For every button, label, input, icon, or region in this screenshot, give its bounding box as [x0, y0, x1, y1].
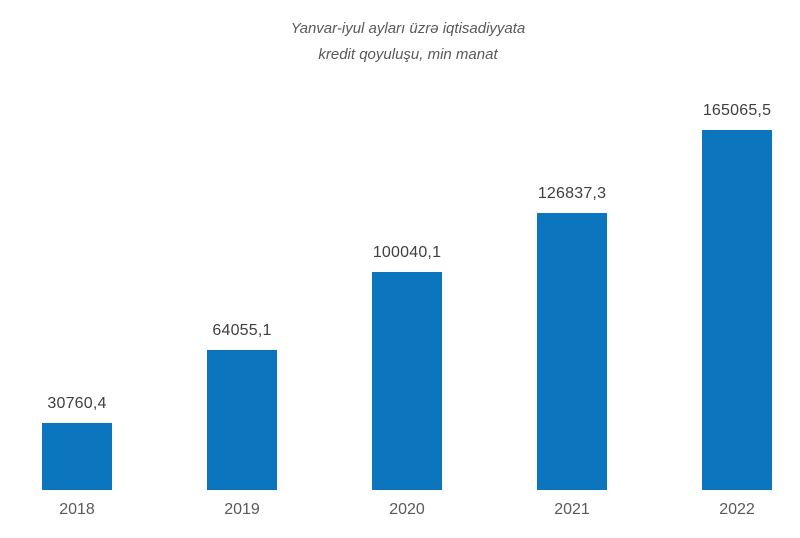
- value-label-2018: 30760,4: [47, 395, 107, 412]
- category-label-2021: 2021: [554, 501, 590, 518]
- value-label-2020: 100040,1: [372, 244, 442, 261]
- value-label-2021: 126837,3: [537, 185, 607, 202]
- category-label-2018: 2018: [59, 501, 95, 518]
- value-label-2019: 64055,1: [212, 322, 272, 339]
- bar-2019: [207, 350, 277, 490]
- chart-title-line-1: Yanvar-iyul ayları üzrə iqtisadiyyata: [290, 20, 526, 37]
- category-label-2022: 2022: [719, 501, 755, 518]
- bar-2021: [537, 213, 607, 490]
- chart-title: Yanvar-iyul ayları üzrə iqtisadiyyata kr…: [198, 16, 618, 68]
- value-label-2022: 165065,5: [702, 102, 772, 119]
- bar-2022: [702, 130, 772, 490]
- category-label-2020: 2020: [389, 501, 425, 518]
- bar-2020: [372, 272, 442, 490]
- bar-2018: [42, 423, 112, 490]
- category-label-2019: 2019: [224, 501, 260, 518]
- chart-title-line-2: kredit qoyuluşu, min manat: [318, 46, 498, 63]
